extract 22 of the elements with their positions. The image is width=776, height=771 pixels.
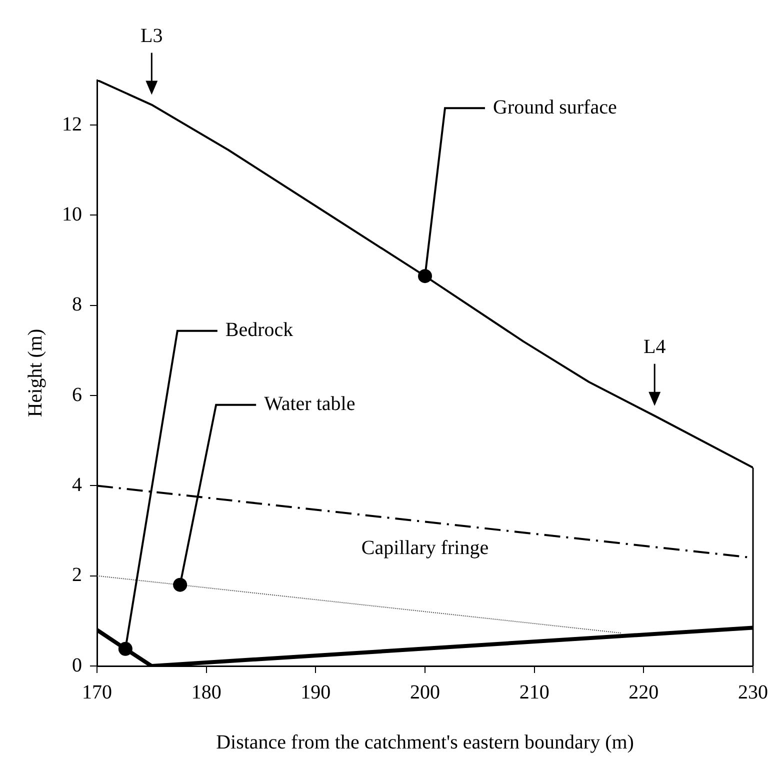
text: Bedrock bbox=[225, 319, 294, 342]
y-tick-label: 6 bbox=[72, 384, 82, 406]
text: Ground surface bbox=[493, 96, 617, 118]
x-tick-label: 180 bbox=[191, 681, 222, 704]
x-axis-title: Distance from the catchment's eastern boundary (m) bbox=[216, 731, 634, 754]
x-tick-label: 230 bbox=[738, 681, 768, 704]
x-tick-label: 210 bbox=[519, 681, 550, 704]
y-tick-label: 4 bbox=[72, 474, 82, 496]
y-tick-label: 12 bbox=[62, 113, 82, 136]
y-tick-label: 10 bbox=[62, 203, 82, 226]
y-tick-label: 0 bbox=[72, 654, 82, 676]
y-tick-label: 2 bbox=[72, 564, 82, 586]
x-tick-label: 190 bbox=[300, 681, 331, 704]
x-tick-label: 200 bbox=[410, 681, 440, 704]
y-tick-label: 8 bbox=[72, 294, 82, 316]
annotation: L3 bbox=[140, 25, 163, 48]
annotation: L4 bbox=[643, 336, 666, 358]
y-axis-title: Height (m) bbox=[24, 328, 46, 418]
x-tick-label: 170 bbox=[82, 681, 112, 704]
x-tick-label: 220 bbox=[628, 681, 659, 704]
text: Water table bbox=[264, 393, 356, 416]
series-label: Capillary fringe bbox=[361, 537, 489, 560]
